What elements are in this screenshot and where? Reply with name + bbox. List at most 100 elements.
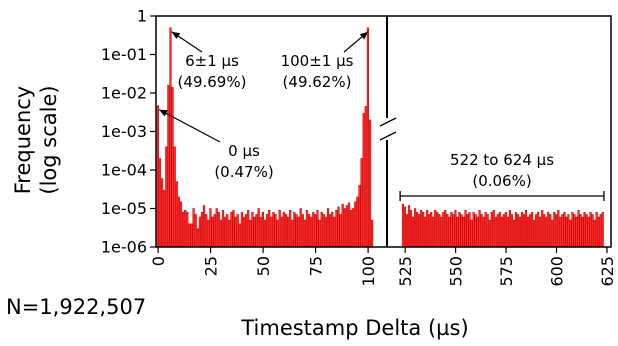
bar [496, 214, 499, 248]
bar [190, 223, 193, 248]
bar [257, 208, 260, 248]
bar [527, 216, 530, 248]
bar [567, 214, 570, 248]
y-tick-label: 1e-02 [101, 84, 147, 103]
bar [219, 219, 223, 248]
y-tick-label: 1e-01 [101, 45, 147, 64]
x-tick-label: 25 [202, 256, 221, 276]
bar [249, 219, 252, 248]
bar [583, 211, 586, 248]
bar [280, 216, 283, 248]
x-tick-label: 0 [149, 256, 168, 266]
bar [569, 219, 572, 248]
bar [561, 214, 564, 248]
annotation-sublabel: (0.47%) [214, 163, 273, 181]
bar [322, 214, 325, 248]
bar [282, 211, 285, 248]
annotation-arrowhead [359, 31, 369, 40]
bar [278, 210, 281, 248]
x-axis-label: Timestamp Delta (µs) [240, 316, 468, 340]
bar [537, 211, 540, 248]
bar [347, 202, 351, 248]
bar [295, 214, 298, 248]
bar [470, 219, 473, 248]
bar [224, 216, 227, 248]
bar [177, 196, 181, 248]
bar [541, 210, 544, 248]
bar [293, 211, 296, 248]
bar [156, 105, 160, 248]
bar [426, 210, 429, 248]
bar [579, 214, 582, 248]
bar [316, 210, 319, 248]
axis-break-slash [379, 117, 397, 127]
bar [486, 214, 489, 248]
bar [173, 146, 176, 248]
bar [484, 211, 487, 248]
bar [432, 216, 435, 248]
bar [331, 211, 334, 248]
bar [601, 211, 604, 248]
bar [500, 216, 503, 248]
annotation-label: 0 µs [228, 142, 260, 160]
axis-break-slash [379, 131, 397, 141]
bar [333, 216, 336, 248]
bar [551, 219, 554, 248]
bar [411, 216, 415, 248]
bar [553, 211, 556, 248]
bar [593, 219, 596, 248]
bar [169, 27, 172, 248]
bar [358, 185, 361, 248]
bar [171, 87, 174, 248]
bar [354, 201, 357, 248]
bar [589, 211, 592, 248]
bar [440, 216, 443, 248]
bar [506, 216, 509, 248]
bar [539, 216, 542, 248]
bar [215, 208, 218, 248]
bar [424, 216, 427, 248]
bar [452, 214, 455, 248]
bar [228, 219, 231, 248]
bar [571, 211, 574, 248]
bar [401, 203, 405, 248]
bar [591, 214, 594, 248]
bar [442, 211, 445, 248]
annotation-arrowhead [171, 31, 181, 40]
y-tick-label: 1e-03 [101, 122, 147, 141]
bar [303, 219, 306, 248]
bar [557, 210, 560, 248]
bar [301, 214, 304, 248]
bar [531, 211, 534, 248]
annotation-label: 522 to 624 µs [450, 151, 554, 169]
bar [533, 219, 536, 248]
bar [366, 27, 369, 248]
bar [444, 210, 447, 248]
bar [524, 210, 528, 248]
bar [555, 214, 558, 248]
annotation-label: 100±1 µs [281, 52, 354, 70]
bar [508, 210, 511, 248]
bar [420, 210, 423, 248]
bar [563, 211, 566, 248]
bar [494, 216, 497, 248]
x-tick-label: 575 [497, 256, 516, 287]
bar [213, 214, 216, 248]
bar [430, 211, 433, 248]
bar [221, 210, 225, 248]
bar [324, 216, 327, 248]
bar [428, 214, 431, 248]
bar [595, 211, 598, 248]
annotation-arrowhead [159, 109, 168, 117]
bar [253, 216, 256, 248]
bar [581, 216, 584, 248]
bar [456, 216, 459, 248]
bar [234, 216, 237, 248]
annotation-arrow-line [158, 109, 221, 143]
bar [165, 146, 168, 248]
bar [482, 216, 485, 248]
bar [158, 158, 162, 248]
bar [284, 214, 288, 248]
bar [270, 216, 273, 248]
bar [474, 214, 477, 248]
